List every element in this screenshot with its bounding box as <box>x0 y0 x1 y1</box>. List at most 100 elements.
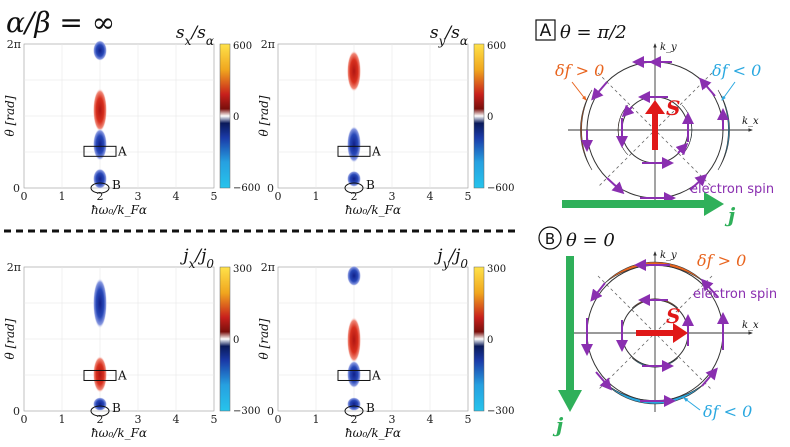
x-tick-label: 1 <box>313 190 320 203</box>
negative-lobe <box>347 265 361 287</box>
y-tick-label: 2π <box>261 261 275 274</box>
panel-title: jy/j0 <box>433 246 468 271</box>
x-tick-label: 5 <box>465 190 472 203</box>
marker-b-label: B <box>366 178 375 192</box>
positive-lobe <box>347 50 361 92</box>
colorbar-tick-label: 300 <box>233 264 252 275</box>
x-tick-label: 0 <box>275 190 282 203</box>
y-tick-label: 2π <box>7 38 21 51</box>
y-tick-label: 0 <box>13 405 20 418</box>
x-tick-label: 3 <box>389 190 396 203</box>
heatmap-jy: A B 0 1 2 3 4 5 ħω₀/k_Fα 0 2π θ [rad] jy/j0 300 0 −300 <box>257 246 514 440</box>
marker-a-box <box>337 145 371 157</box>
x-axis-label: ħω₀/k_Fα <box>91 426 147 440</box>
colorbar <box>219 43 231 189</box>
negative-lobe <box>93 128 107 161</box>
x-tick-label: 2 <box>97 413 104 426</box>
diagram-a-spin-arrows <box>581 56 729 204</box>
colorbar <box>473 266 485 412</box>
negative-lobe <box>93 278 107 329</box>
diagram-a: A θ = π/2 k_x k_y <box>535 19 774 227</box>
diagram-a-box <box>535 19 556 41</box>
diagram-a-kx-label: k_x <box>742 116 759 127</box>
x-axis-label: ħω₀/k_Fα <box>91 203 147 217</box>
colorbar-tick-label: 0 <box>233 112 239 123</box>
x-tick-label: 5 <box>211 190 218 203</box>
diagram-a-df-neg-pointer <box>721 81 736 101</box>
colorbar <box>219 266 231 412</box>
diagram-a-df-pos: δf > 0 <box>555 61 604 80</box>
x-tick-label: 2 <box>351 413 358 426</box>
colorbar-tick-label: 0 <box>487 335 493 346</box>
diagram-b-df-pos: δf > 0 <box>697 251 746 270</box>
colorbar-tick-label: 0 <box>487 112 493 123</box>
diagram-b-ky-label: k_y <box>660 250 677 261</box>
y-tick-label: 2π <box>7 261 21 274</box>
x-axis-label: ħω₀/k_Fα <box>345 426 401 440</box>
colorbar-tick-label: −300 <box>233 406 260 417</box>
colorbar-tick-label: 600 <box>233 41 252 52</box>
marker-a-label: A <box>117 144 127 158</box>
heatmap-sx: A B 0 1 2 3 4 5 ħω₀/k_Fα 0 2π θ [rad] sx/sα 600 0 −600 <box>3 23 260 217</box>
negative-lobe <box>93 168 107 190</box>
marker-a-box <box>83 369 117 381</box>
diagram-a-spin-symbol: S <box>666 96 680 120</box>
diagram-b-spin-vector-head <box>673 323 688 343</box>
diagram-b-df-neg-pointer <box>683 397 701 411</box>
diagram-b-circle <box>538 226 562 250</box>
marker-b-ellipse <box>90 405 110 417</box>
marker-b-label: B <box>112 178 121 192</box>
y-axis-label: θ [rad] <box>257 318 271 359</box>
marker-b-ellipse <box>344 405 364 417</box>
marker-a-label: A <box>117 368 127 382</box>
y-tick-label: 2π <box>261 38 275 51</box>
diagram-b-theta: θ = 0 <box>566 230 615 251</box>
heatmap-sy: A B 0 1 2 3 4 5 ħω₀/k_Fα 0 2π θ [rad] sy/sα 600 0 −600 <box>257 23 514 217</box>
x-tick-label: 1 <box>59 413 66 426</box>
x-tick-label: 1 <box>59 190 66 203</box>
x-tick-label: 0 <box>275 413 282 426</box>
marker-b-ellipse <box>344 182 364 194</box>
y-axis-label: θ [rad] <box>3 318 17 359</box>
x-tick-label: 4 <box>427 413 434 426</box>
x-tick-label: 5 <box>465 413 472 426</box>
diagram-b-spin-arrows <box>581 259 729 407</box>
colorbar-tick-label: 0 <box>233 335 239 346</box>
y-tick-label: 0 <box>267 405 274 418</box>
x-tick-label: 0 <box>21 413 28 426</box>
positive-lobe <box>347 317 361 363</box>
x-tick-label: 4 <box>173 413 180 426</box>
diagram-a-current-arrow-head <box>704 192 724 216</box>
colorbar-tick-label: 600 <box>487 41 506 52</box>
x-tick-label: 3 <box>389 413 396 426</box>
marker-b-label: B <box>366 401 375 415</box>
negative-lobe <box>347 126 361 163</box>
y-tick-label: 0 <box>267 182 274 195</box>
negative-lobe <box>93 40 107 61</box>
colorbar <box>473 43 485 189</box>
negative-lobe <box>93 397 107 411</box>
diagram-b-spin-label: electron spin <box>693 287 777 302</box>
heatmap-jx: A B 0 1 2 3 4 5 ħω₀/k_Fα 0 2π θ [rad] jx/j0 300 0 −300 <box>3 246 260 440</box>
x-tick-label: 3 <box>135 413 142 426</box>
panel-title: sy/sα <box>430 23 468 48</box>
negative-lobe <box>347 170 361 187</box>
diagram-a-current-label: j <box>724 203 736 227</box>
y-axis-label: θ [rad] <box>257 95 271 136</box>
diagram-a-spin-vector-head <box>645 100 665 114</box>
ratio-label: α/β = ∞ <box>6 6 115 39</box>
marker-a-label: A <box>371 144 381 158</box>
positive-lobe <box>93 88 107 132</box>
y-tick-label: 0 <box>13 182 20 195</box>
negative-lobe <box>347 397 361 411</box>
diagram-b-current-label: j <box>552 413 564 437</box>
diagram-b-current-arrow-head <box>558 390 582 412</box>
colorbar-tick-label: −600 <box>233 183 260 194</box>
marker-a-box <box>337 369 371 381</box>
x-tick-label: 1 <box>313 413 320 426</box>
diagram-a-theta: θ = π/2 <box>560 22 627 43</box>
diagram-b-kx-label: k_x <box>742 320 759 331</box>
x-tick-label: 3 <box>135 190 142 203</box>
